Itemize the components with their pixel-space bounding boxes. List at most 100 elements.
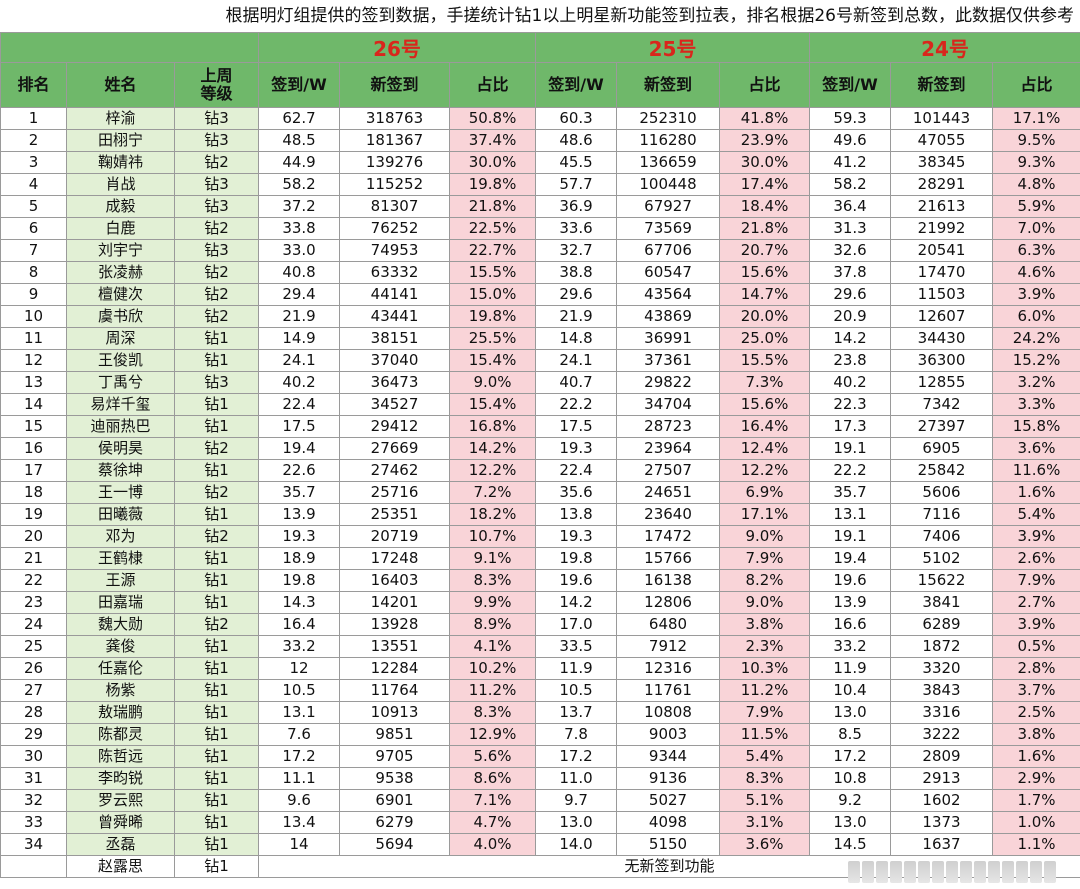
cell-new-signin-26: 27462 bbox=[339, 459, 451, 482]
cell-signin-24: 14.2 bbox=[809, 327, 892, 350]
table-row: 34 丞磊 钻1 14 5694 4.0% 14.0 5150 3.6% 14.5 1637 1.1% bbox=[0, 833, 1080, 856]
cell-signin-25: 40.7 bbox=[535, 371, 618, 394]
cell-ratio-24: 15.8% bbox=[992, 415, 1080, 438]
table-row: 30 陈哲远 钻1 17.2 9705 5.6% 17.2 9344 5.4% 17.2 2809 1… bbox=[0, 745, 1080, 768]
cell-new-signin-24: 3843 bbox=[890, 679, 994, 702]
cell-ratio-24: 5.9% bbox=[992, 195, 1080, 218]
cell-ratio-25: 8.3% bbox=[719, 767, 811, 790]
cell-name: 肖战 bbox=[66, 173, 175, 196]
cell-new-signin-24: 1602 bbox=[890, 789, 994, 812]
cell-signin-26: 12 bbox=[258, 657, 341, 680]
cell-signin-25: 9.7 bbox=[535, 789, 618, 812]
cell-rank: 7 bbox=[0, 239, 67, 262]
cell-new-signin-26: 13551 bbox=[339, 635, 451, 658]
cell-rank: 14 bbox=[0, 393, 67, 416]
cell-ratio-26: 10.2% bbox=[449, 657, 537, 680]
table-note: 根据明灯组提供的签到数据，手搓统计钻1以上明星新功能签到拉表，排名根据26号新签… bbox=[225, 6, 1074, 26]
cell-signin-24: 49.6 bbox=[809, 129, 892, 152]
cell-rank: 3 bbox=[0, 151, 67, 174]
table-row: 9 檀健次 钻2 29.4 44141 15.0% 29.6 43564 14.7% 29.6 11… bbox=[0, 283, 1080, 306]
cell-rank: 4 bbox=[0, 173, 67, 196]
cell-ratio-24: 24.2% bbox=[992, 327, 1080, 350]
cell-signin-25: 36.9 bbox=[535, 195, 618, 218]
cell-new-signin-25: 116280 bbox=[616, 129, 721, 152]
cell-level: 钻2 bbox=[173, 283, 260, 306]
cell-signin-25: 35.6 bbox=[535, 481, 618, 504]
cell-signin-24: 37.8 bbox=[809, 261, 892, 284]
cell-new-signin-24: 1637 bbox=[890, 833, 994, 856]
cell-ratio-26: 12.2% bbox=[449, 459, 537, 482]
col-ratio-24: 占比 bbox=[992, 62, 1080, 108]
cell-signin-25: 14.0 bbox=[535, 833, 618, 856]
table-row: 15 迪丽热巴 钻1 17.5 29412 16.8% 17.5 28723 16.4% 17.3… bbox=[0, 415, 1080, 438]
cell-signin-25: 13.0 bbox=[535, 811, 618, 834]
cell-name: 蔡徐坤 bbox=[66, 459, 175, 482]
cell-signin-24: 16.6 bbox=[809, 613, 892, 636]
col-signin-25: 签到/W bbox=[535, 62, 618, 108]
cell-name: 梓渝 bbox=[66, 107, 175, 130]
cell-new-signin-25: 73569 bbox=[616, 217, 721, 240]
cell-new-signin-24: 5102 bbox=[890, 547, 994, 570]
cell-level: 钻1 bbox=[173, 657, 260, 680]
cell-name: 魏大勋 bbox=[66, 613, 175, 636]
cell-rank: 33 bbox=[0, 811, 67, 834]
cell-ratio-26: 16.8% bbox=[449, 415, 537, 438]
cell-ratio-26: 4.1% bbox=[449, 635, 537, 658]
cell-ratio-24: 17.1% bbox=[992, 107, 1080, 130]
cell-level: 钻1 bbox=[173, 459, 260, 482]
cell-new-signin-24: 34430 bbox=[890, 327, 994, 350]
cell-signin-24: 23.8 bbox=[809, 349, 892, 372]
cell-signin-24: 13.9 bbox=[809, 591, 892, 614]
cell-signin-26: 19.4 bbox=[258, 437, 341, 460]
table-row: 29 陈都灵 钻1 7.6 9851 12.9% 7.8 9003 11.5% 8.5 3222 3.… bbox=[0, 723, 1080, 746]
cell-ratio-25: 7.9% bbox=[719, 701, 811, 724]
cell-signin-26: 16.4 bbox=[258, 613, 341, 636]
cell-ratio-26: 8.6% bbox=[449, 767, 537, 790]
cell-signin-25: 14.2 bbox=[535, 591, 618, 614]
cell-level: 钻1 bbox=[173, 679, 260, 702]
cell-signin-24: 13.0 bbox=[809, 701, 892, 724]
cell-name: 檀健次 bbox=[66, 283, 175, 306]
cell-ratio-24: 3.7% bbox=[992, 679, 1080, 702]
cell-ratio-24: 1.7% bbox=[992, 789, 1080, 812]
cell-name: 田曦薇 bbox=[66, 503, 175, 526]
cell-new-signin-26: 63332 bbox=[339, 261, 451, 284]
cell-new-signin-24: 7342 bbox=[890, 393, 994, 416]
cell-name: 迪丽热巴 bbox=[66, 415, 175, 438]
cell-new-signin-25: 27507 bbox=[616, 459, 721, 482]
table-row: 13 丁禹兮 钻3 40.2 36473 9.0% 40.7 29822 7.3% 40.2 128… bbox=[0, 371, 1080, 394]
cell-new-signin-24: 11503 bbox=[890, 283, 994, 306]
cell-ratio-26: 15.0% bbox=[449, 283, 537, 306]
cell-ratio-24: 1.1% bbox=[992, 833, 1080, 856]
cell-rank: 23 bbox=[0, 591, 67, 614]
cell-new-signin-25: 67706 bbox=[616, 239, 721, 262]
cell-ratio-25: 6.9% bbox=[719, 481, 811, 504]
cell-ratio-25: 5.4% bbox=[719, 745, 811, 768]
cell-ratio-25: 11.5% bbox=[719, 723, 811, 746]
table-row: 4 肖战 钻3 58.2 115252 19.8% 57.7 100448 17.4% 58.2 2… bbox=[0, 173, 1080, 196]
cell-ratio-24: 1.6% bbox=[992, 481, 1080, 504]
cell-signin-26: 13.9 bbox=[258, 503, 341, 526]
cell-new-signin-26: 25716 bbox=[339, 481, 451, 504]
cell-ratio-24: 2.8% bbox=[992, 657, 1080, 680]
col-signin-26: 签到/W bbox=[258, 62, 341, 108]
cell-ratio-24: 11.6% bbox=[992, 459, 1080, 482]
cell-ratio-24: 1.6% bbox=[992, 745, 1080, 768]
cell-ratio-25: 3.8% bbox=[719, 613, 811, 636]
table-row: 2 田栩宁 钻3 48.5 181367 37.4% 48.6 116280 23.9% 49.6… bbox=[0, 129, 1080, 152]
cell-level: 钻1 bbox=[173, 833, 260, 856]
cell-new-signin-26: 115252 bbox=[339, 173, 451, 196]
table-row: 25 龚俊 钻1 33.2 13551 4.1% 33.5 7912 2.3% 33.2 1872 0… bbox=[0, 635, 1080, 658]
cell-new-signin-25: 10808 bbox=[616, 701, 721, 724]
cell-signin-26: 13.4 bbox=[258, 811, 341, 834]
cell-name: 白鹿 bbox=[66, 217, 175, 240]
cell-new-signin-24: 2809 bbox=[890, 745, 994, 768]
cell-new-signin-24: 2913 bbox=[890, 767, 994, 790]
col-signin-24: 签到/W bbox=[809, 62, 892, 108]
cell-ratio-25: 10.3% bbox=[719, 657, 811, 680]
cell-new-signin-24: 101443 bbox=[890, 107, 994, 130]
cell-new-signin-25: 15766 bbox=[616, 547, 721, 570]
cell-name: 丞磊 bbox=[66, 833, 175, 856]
cell-ratio-25: 20.7% bbox=[719, 239, 811, 262]
cell-ratio-26: 9.0% bbox=[449, 371, 537, 394]
